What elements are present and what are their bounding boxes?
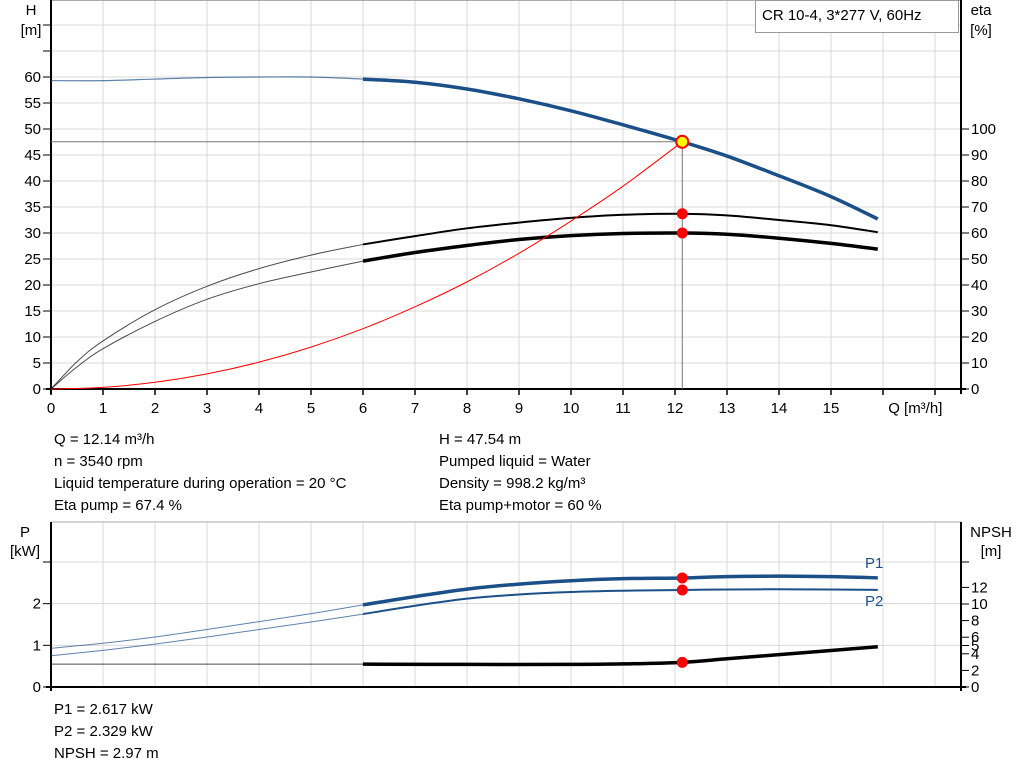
y-tick-label: 0 (33, 381, 41, 398)
npsh-tick-label: 0 (971, 679, 979, 696)
x-tick-label: 14 (771, 400, 788, 417)
y-tick-label: 40 (24, 173, 41, 190)
x-tick-label: 2 (151, 400, 159, 417)
info-right: H = 47.54 m Pumped liquid = Water Densit… (439, 429, 602, 517)
operating-point-duty (675, 134, 690, 149)
y2-tick-label: 30 (971, 303, 988, 320)
chart-title: CR 10-4, 3*277 V, 60Hz (762, 7, 922, 24)
y-tick-label: 25 (24, 251, 41, 268)
info-eta-pump: Eta pump = 67.4 % (54, 497, 182, 514)
x-tick-label: 8 (463, 400, 471, 417)
info-flow: Q = 12.14 m³/h (54, 431, 155, 448)
x-tick-label: 15 (823, 400, 840, 417)
npsh-axis-unit: [m] (981, 543, 1002, 560)
y-axis-unit: [m] (21, 22, 42, 39)
curve-P1 (362, 574, 878, 607)
curve-H-extrapolated (50, 76, 364, 82)
series-label-p1: P1 (865, 555, 883, 572)
x-tick-label: 7 (411, 400, 419, 417)
y2-axis-unit: [%] (970, 22, 992, 39)
info-p2: P2 = 2.329 kW (54, 723, 153, 740)
npsh-axis-label: NPSH (970, 524, 1012, 541)
x-tick-label: 10 (563, 400, 580, 417)
info-speed: n = 3540 rpm (54, 453, 143, 470)
info-left: Q = 12.14 m³/h n = 3540 rpm Liquid tempe… (54, 429, 346, 517)
x-tick-label: 5 (307, 400, 315, 417)
info-density: Density = 998.2 kg/m³ (439, 475, 586, 492)
operating-point-eta-pump (676, 208, 688, 220)
npsh-tick-label: 6 (971, 629, 979, 646)
curve-H (362, 77, 879, 221)
series-label-p2: P2 (865, 593, 883, 610)
npsh-tick-label: 12 (971, 579, 988, 596)
npsh-tick-label: 10 (971, 596, 988, 613)
info-npsh: NPSH = 2.97 m (54, 745, 159, 762)
curve-eta_pump_motor-extrapolated (50, 260, 364, 390)
y2-tick-label: 50 (971, 251, 988, 268)
y2-tick-label: 80 (971, 173, 988, 190)
y2-axis-label: eta (971, 2, 993, 19)
x-tick-label: 0 (47, 400, 55, 417)
x-tick-label: 11 (615, 400, 631, 417)
y2-tick-label: 20 (971, 329, 988, 346)
npsh-tick-label: 2 (971, 662, 979, 679)
y2-tick-label: 90 (971, 147, 988, 164)
curve-eta_pump (362, 212, 878, 246)
operating-point-eta-pump-motor (676, 227, 688, 239)
y2-tick-label: 100 (971, 121, 996, 138)
y-tick-label: 10 (24, 329, 41, 346)
p-axis-label: P (20, 524, 30, 541)
p-tick-label: 2 (33, 596, 41, 613)
plot-frame-bottom (50, 521, 962, 688)
y-tick-label: 50 (24, 121, 41, 138)
x-tick-label: 12 (667, 400, 684, 417)
operating-point-npsh (676, 656, 688, 668)
info-bottom: P1 = 2.617 kW P2 = 2.329 kW NPSH = 2.97 … (54, 699, 159, 765)
x-axis-label: Q [m³/h] (888, 400, 942, 417)
y-tick-label: 5 (33, 355, 41, 372)
y-tick-label: 60 (24, 69, 41, 86)
x-tick-label: 1 (99, 400, 107, 417)
info-p1: P1 = 2.617 kW (54, 701, 153, 718)
x-tick-label: 9 (515, 400, 523, 417)
y2-tick-label: 70 (971, 199, 988, 216)
x-tick-label: 6 (359, 400, 367, 417)
y2-tick-label: 0 (971, 381, 979, 398)
y2-tick-label: 60 (971, 225, 988, 242)
curve-eta_pump-extrapolated (50, 243, 364, 390)
y-tick-label: 20 (24, 277, 41, 294)
x-tick-label: 13 (719, 400, 736, 417)
y2-tick-label: 10 (971, 355, 988, 372)
y-tick-label: 35 (24, 199, 41, 216)
y-tick-label: 30 (24, 225, 41, 242)
npsh-tick-label: 8 (971, 613, 979, 630)
curve-NPSH (362, 645, 878, 667)
curve-P2-extrapolated (50, 613, 364, 657)
info-liquid: Pumped liquid = Water (439, 453, 591, 470)
p-axis-unit: [kW] (10, 543, 40, 560)
curve-P2 (362, 588, 878, 616)
y-tick-label: 45 (24, 147, 41, 164)
operating-point-p2 (676, 584, 688, 596)
npsh-tick-label: 5 (971, 638, 979, 655)
y-tick-label: 15 (24, 303, 41, 320)
x-tick-label: 4 (255, 400, 263, 417)
legend-box (755, 0, 959, 33)
operating-point-p1 (676, 572, 688, 584)
y2-tick-label: 40 (971, 277, 988, 294)
curve-system (50, 141, 683, 390)
p-tick-label: 1 (33, 637, 41, 654)
npsh-tick-label: 4 (971, 646, 979, 663)
info-temperature: Liquid temperature during operation = 20… (54, 475, 347, 492)
p-tick-label: 0 (33, 679, 41, 696)
x-tick-label: 3 (203, 400, 211, 417)
info-head: H = 47.54 m (439, 431, 522, 448)
curve-eta_pump_motor (362, 231, 879, 263)
info-eta-pump-motor: Eta pump+motor = 60 % (439, 497, 602, 514)
y-tick-label: 55 (24, 95, 41, 112)
y-axis-label: H (26, 2, 37, 19)
curve-P1-extrapolated (50, 604, 364, 649)
